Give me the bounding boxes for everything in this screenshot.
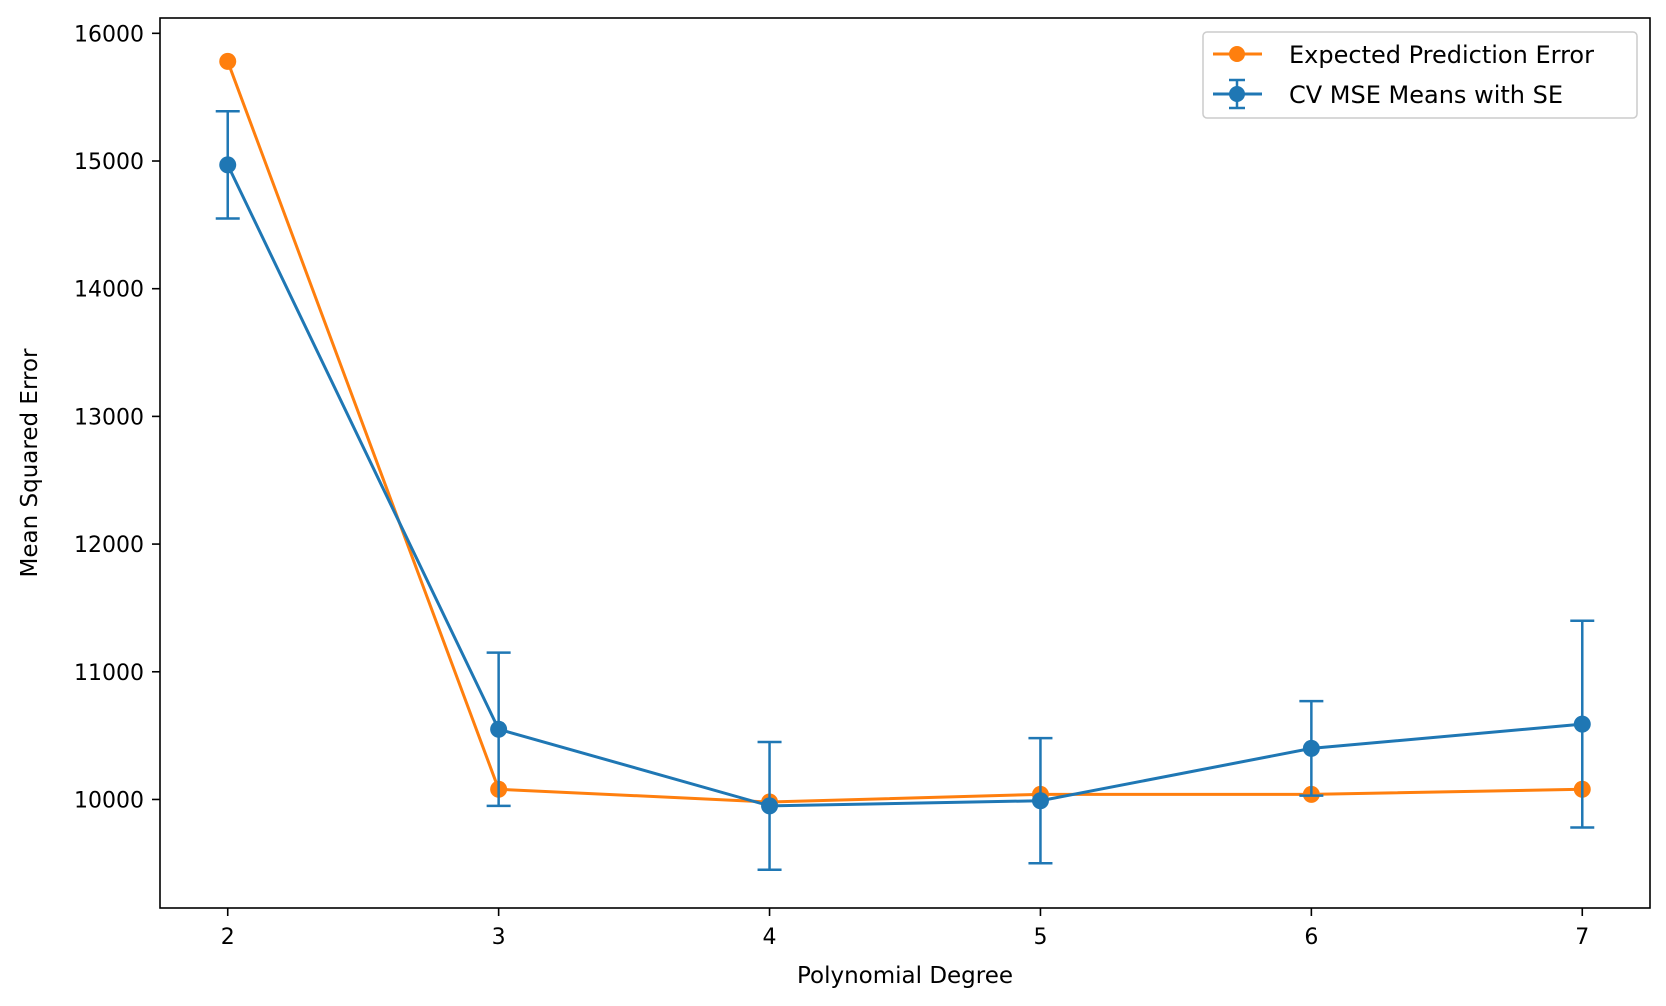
data-point (1031, 792, 1049, 810)
legend-box (1202, 31, 1638, 119)
y-tick-label: 14000 (74, 278, 144, 303)
y-tick-label: 15000 (74, 150, 144, 175)
legend-marker-expected (1229, 46, 1245, 62)
legend-label-expected: Expected Prediction Error (1289, 41, 1594, 69)
y-tick-label: 13000 (74, 405, 144, 430)
data-point (219, 156, 237, 174)
series-cv-mse-means (215, 109, 1595, 871)
y-tick-label: 12000 (74, 533, 144, 558)
y-axis: 10000 11000 12000 13000 14000 15000 16000 (74, 22, 160, 813)
y-tick-label: 10000 (74, 788, 144, 813)
x-axis: 2 3 4 5 6 7 (221, 908, 1589, 950)
series-line (226, 60, 1583, 804)
x-tick-label: 3 (492, 925, 506, 950)
x-tick-label: 2 (221, 925, 235, 950)
x-tick-label: 6 (1304, 925, 1318, 950)
x-tick-label: 5 (1033, 925, 1047, 950)
data-point (761, 797, 779, 815)
data-point (490, 720, 508, 738)
data-point (1302, 739, 1320, 757)
series-layer (215, 52, 1595, 871)
series-line (226, 164, 1583, 808)
plot-background (160, 18, 1650, 908)
x-axis-title: Polynomial Degree (797, 963, 1013, 989)
y-axis-title: Mean Squared Error (17, 348, 43, 577)
y-tick-label: 11000 (74, 661, 144, 686)
x-tick-label: 4 (763, 925, 777, 950)
x-tick-label: 7 (1575, 925, 1589, 950)
data-point (219, 52, 237, 70)
y-tick-label: 16000 (74, 22, 144, 47)
legend: Expected Prediction Error CV MSE Means w… (1202, 31, 1638, 119)
legend-label-cv: CV MSE Means with SE (1289, 81, 1563, 109)
plot-frame (159, 17, 1651, 909)
data-point (1573, 715, 1591, 733)
legend-marker-cv (1229, 86, 1245, 102)
